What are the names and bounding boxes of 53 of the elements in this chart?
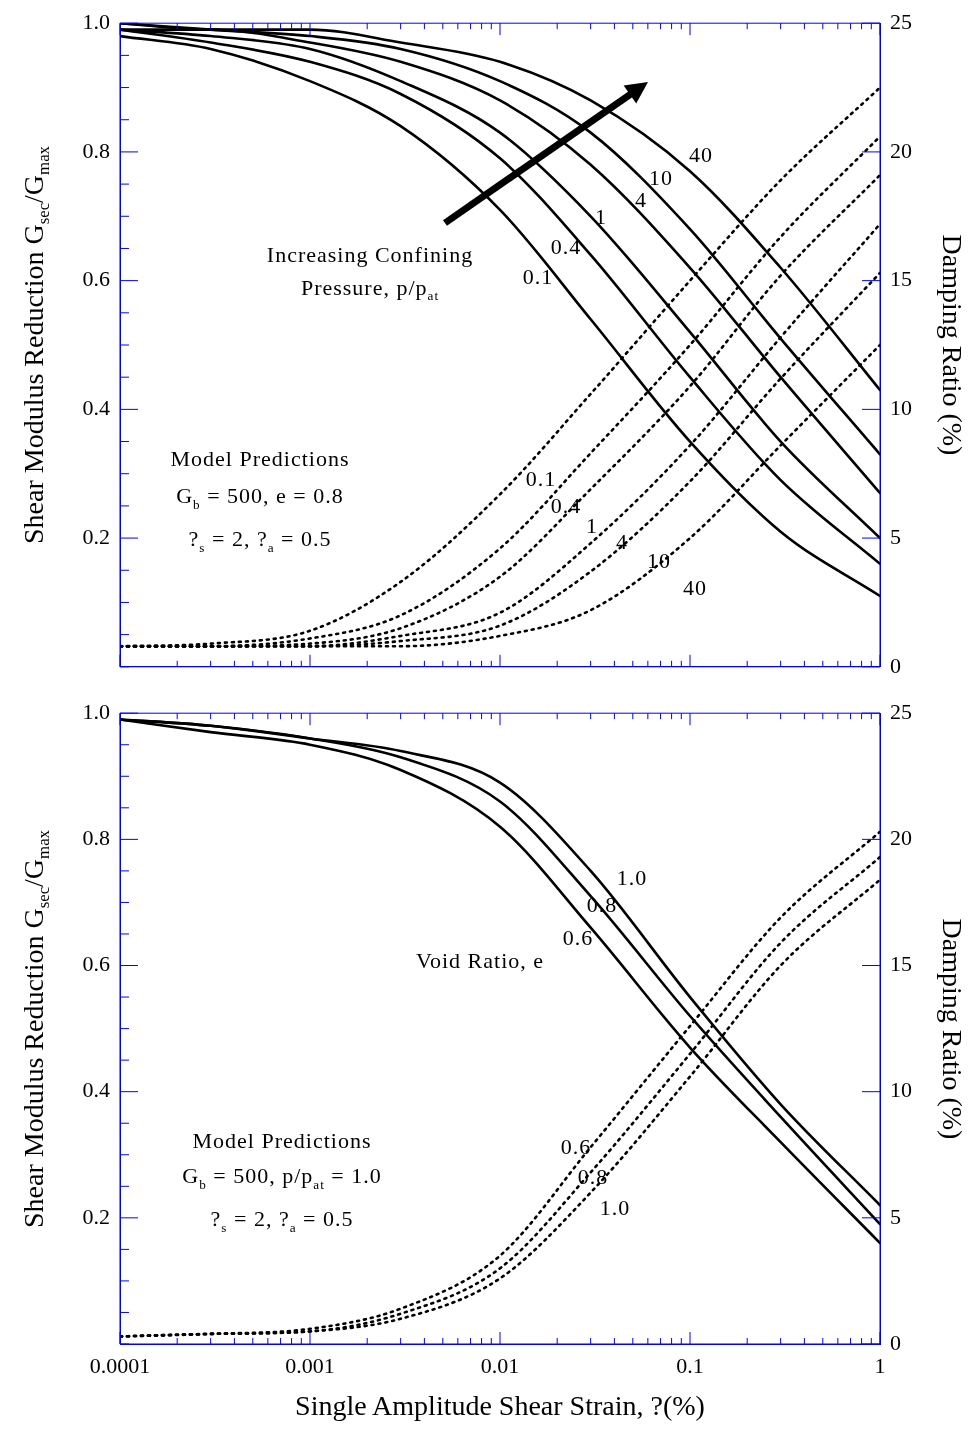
annotation: 0.1 <box>525 465 557 491</box>
y2-tick-label: 10 <box>890 395 912 421</box>
annotation: G$_{b}$ = 500, e = 0.8 <box>175 482 345 514</box>
annotation: Model Predictions <box>169 444 351 473</box>
y2-tick-label: 5 <box>890 1203 901 1229</box>
y-tick-label: 0.2 <box>82 523 110 549</box>
y2-axis-title: Damping Ratio (%) <box>936 918 968 1140</box>
x-tick-label: 0.001 <box>285 1352 335 1378</box>
y-tick-label: 1.0 <box>82 698 110 724</box>
y-tick-label: 1.0 <box>82 8 110 34</box>
x-tick-label: 1 <box>874 1352 886 1378</box>
annotation: 0.4 <box>549 232 583 261</box>
y2-tick-label: 0 <box>890 1329 901 1355</box>
annotation: ?$_{s}$ = 2, ?$_{a}$ = 0.5 <box>188 526 332 555</box>
annotation: 4 <box>635 186 647 212</box>
y2-tick-label: 25 <box>890 8 912 34</box>
annotation: Increasing Confining Pressure, p/p$_{at}$ <box>265 240 475 306</box>
y2-tick-label: 10 <box>890 1077 912 1103</box>
annotation: ?$_{s}$ = 2, ?$_{a}$ = 0.5 <box>209 1205 355 1237</box>
annotation: 1 <box>586 512 598 538</box>
annotation: 4 <box>615 527 629 556</box>
y2-tick-label: 15 <box>890 951 912 977</box>
y-tick-label: 0.4 <box>82 395 110 421</box>
x-tick-label: 0.1 <box>676 1352 704 1378</box>
x-tick-label: 0.01 <box>480 1352 520 1378</box>
y-tick-label: 0.2 <box>82 1203 110 1229</box>
y2-tick-label: 5 <box>890 523 901 549</box>
y-tick-label: 0.6 <box>82 951 110 977</box>
annotation: 0.4 <box>550 492 582 518</box>
y2-axis-title: Damping Ratio (%) <box>936 234 968 456</box>
y2-tick-label: 20 <box>890 137 912 163</box>
y-tick-label: 0.6 <box>82 266 110 292</box>
x-axis-title: Single Amplitude Shear Strain, ?(%) <box>295 1390 705 1422</box>
annotation: Void Ratio, e <box>415 947 545 973</box>
annotation: 40 <box>688 140 714 169</box>
y-tick-label: 0.8 <box>82 825 110 851</box>
y-tick-label: 0.8 <box>82 137 110 163</box>
x-tick-label: 0.0001 <box>89 1352 151 1378</box>
annotation: 0.1 <box>521 262 555 291</box>
annotation: 40 <box>682 573 708 602</box>
annotation: G$_{b}$ = 500, p/p$_{at}$ = 1.0 <box>181 1162 383 1194</box>
y2-tick-label: 20 <box>890 825 912 851</box>
annotation: 1 <box>594 202 608 231</box>
annotation: 10 <box>649 164 673 190</box>
y-tick-label: 0.4 <box>82 1077 110 1103</box>
y2-tick-label: 25 <box>890 698 912 724</box>
annotation: 1.0 <box>616 864 648 890</box>
annotation: Model Predictions <box>191 1126 373 1155</box>
y2-tick-label: 15 <box>890 266 912 292</box>
annotation: 1.0 <box>598 1193 632 1222</box>
annotation: 0.6 <box>561 923 595 952</box>
y2-tick-label: 0 <box>890 652 901 678</box>
annotation: 0.6 <box>559 1132 593 1161</box>
